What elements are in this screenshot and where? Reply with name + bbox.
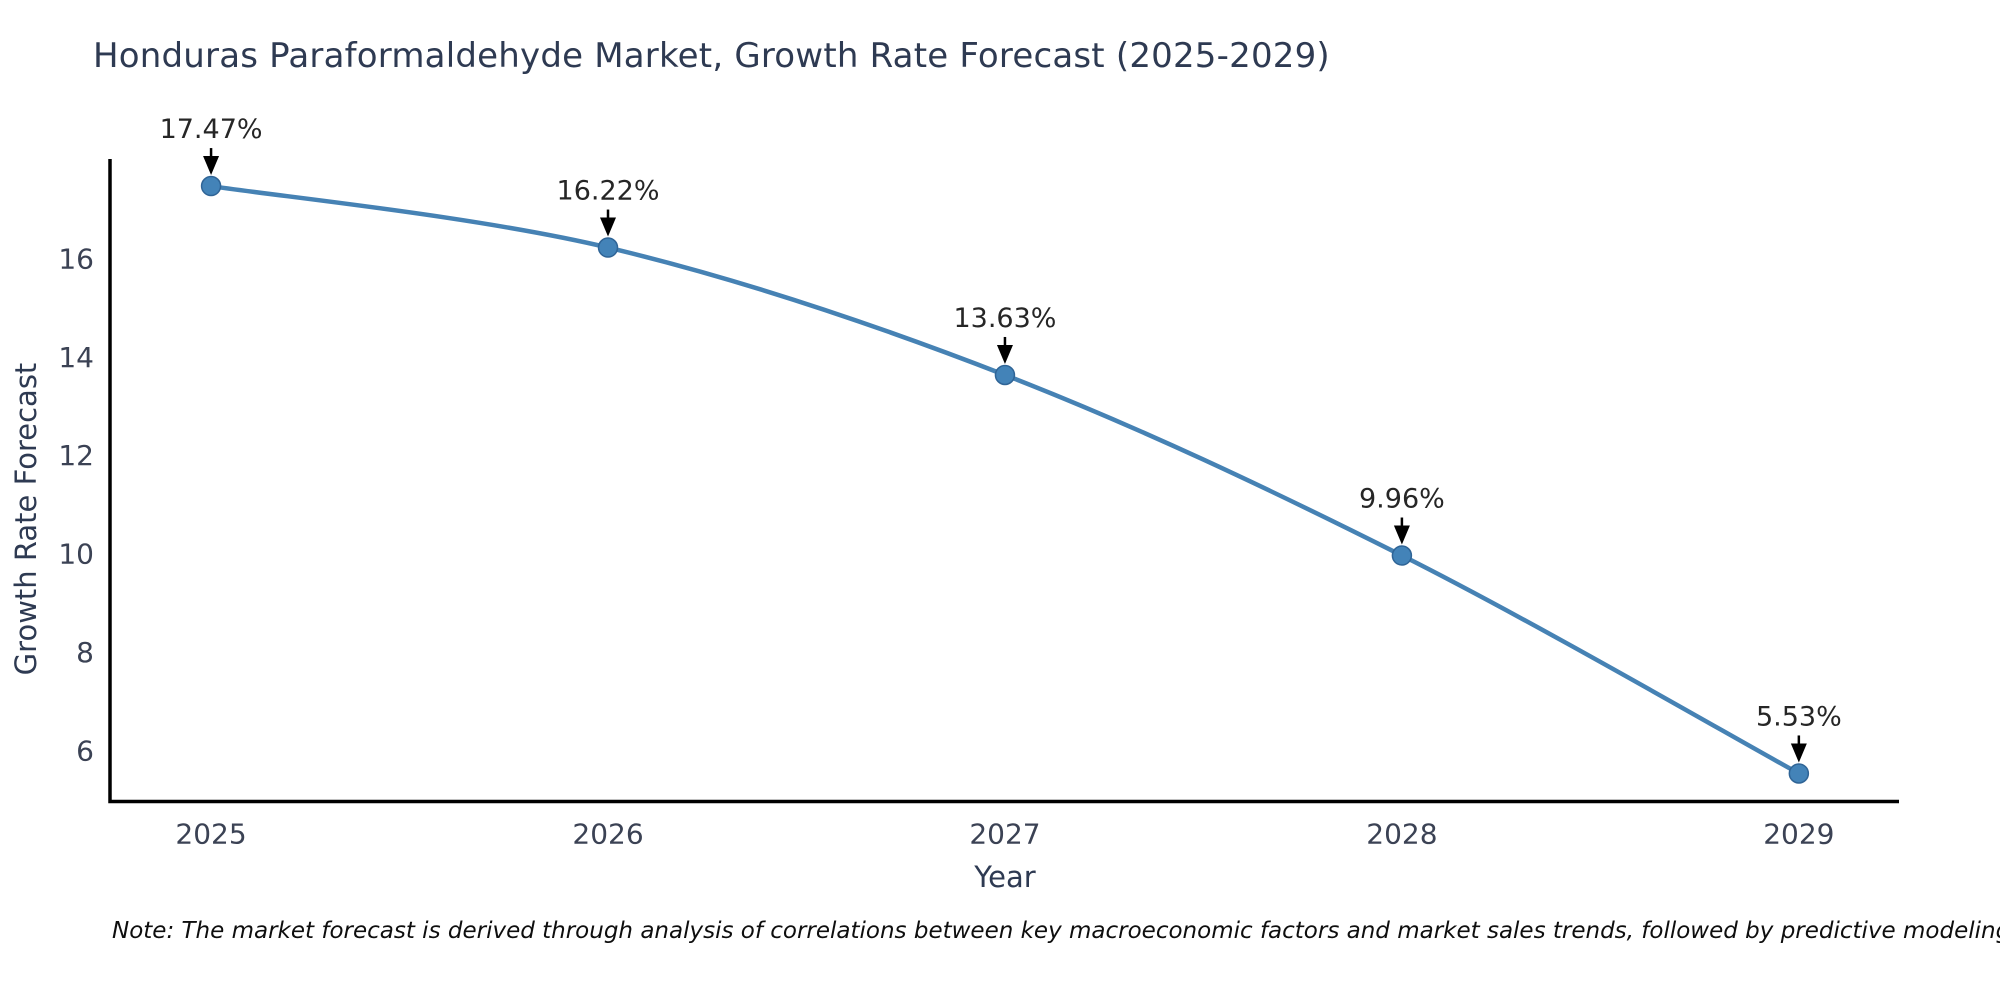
data-label: 16.22%	[557, 176, 660, 207]
data-label: 17.47%	[160, 114, 263, 145]
chart-title: Honduras Paraformaldehyde Market, Growth…	[93, 36, 1330, 76]
data-point	[200, 175, 222, 197]
y-tick-label: 12	[58, 439, 94, 472]
data-point	[1391, 545, 1413, 566]
y-tick-label: 6	[76, 734, 94, 767]
data-point	[1788, 763, 1810, 784]
x-tick-label: 2029	[1763, 818, 1834, 851]
axis-spines	[108, 159, 1899, 804]
footnote: Note: The market forecast is derived thr…	[112, 918, 2000, 944]
y-tick-label: 14	[58, 341, 94, 374]
y-tick-label: 10	[58, 538, 94, 571]
annotation-arrow-head	[996, 344, 1013, 364]
annotation-arrow-head	[1790, 743, 1807, 763]
data-label: 5.53%	[1756, 701, 1842, 732]
annotation-arrow-head	[1393, 525, 1410, 545]
data-point	[597, 237, 619, 258]
annotation-arrow-head	[203, 156, 220, 176]
x-tick-label: 2027	[969, 818, 1040, 851]
data-point	[994, 364, 1016, 386]
y-tick-label: 16	[58, 242, 94, 275]
data-label: 9.96%	[1359, 484, 1445, 515]
y-tick-label: 8	[76, 636, 94, 669]
x-tick-label: 2028	[1366, 818, 1437, 851]
x-tick-label: 2025	[175, 818, 246, 851]
x-tick-label: 2026	[572, 818, 643, 851]
data-label: 13.63%	[953, 303, 1056, 334]
x-axis-title: Year	[974, 860, 1036, 894]
series-line	[208, 183, 1802, 776]
annotation-arrow-head	[600, 217, 617, 237]
